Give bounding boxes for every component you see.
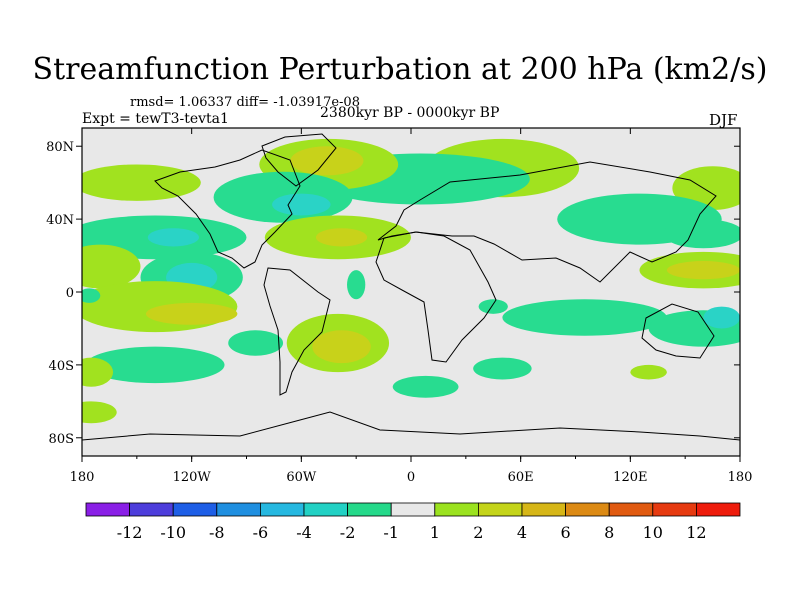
- anomaly-patch-11: [147, 228, 199, 247]
- anomaly-patch-28: [473, 357, 532, 380]
- anomaly-patch-31: [502, 299, 667, 336]
- colorbar-box-1: [129, 502, 174, 517]
- colorbar-box-7: [390, 502, 436, 517]
- lat-label-3: 40S: [49, 359, 74, 374]
- period-label: 2380kyr BP - 0000kyr BP: [320, 105, 500, 121]
- colorbar-label-11: 8: [604, 523, 614, 542]
- lon-label-5: 120E: [613, 470, 647, 485]
- anomaly-patch-32: [648, 310, 740, 347]
- colorbar-box-3: [216, 502, 261, 517]
- colorbar-label-10: 6: [561, 523, 571, 542]
- coast-australia: [641, 303, 715, 359]
- coastlines: [82, 133, 740, 441]
- anomaly-patch-34: [82, 288, 101, 303]
- lat-label-4: 80S: [49, 432, 74, 447]
- lon-axis: 180 120W 60W 0 60E 120E 180: [70, 128, 753, 485]
- lon-label-6: 180: [728, 470, 753, 485]
- anomaly-patch-24: [85, 346, 225, 384]
- anomaly-patch-33: [703, 306, 740, 329]
- experiment-label: Expt = tewT3-tevta1: [82, 111, 229, 127]
- anomaly-patch-29: [347, 270, 366, 300]
- colorbar-box-14: [696, 502, 741, 517]
- coast-antarctica: [82, 411, 740, 441]
- colorbar-box-0: [85, 502, 130, 517]
- colorbar-box-2: [172, 502, 218, 517]
- anomaly-patch-23: [228, 330, 284, 356]
- colorbar-label-1: -10: [160, 523, 186, 542]
- colorbar-label-13: 12: [686, 523, 706, 542]
- colorbar-label-3: -6: [253, 523, 269, 542]
- coast-greenland: [261, 133, 337, 187]
- lat-label-0: 80N: [46, 140, 74, 155]
- colorbar-box-4: [259, 502, 305, 517]
- anomaly-patch-26: [82, 401, 117, 424]
- lon-label-4: 60E: [508, 470, 534, 485]
- anomaly-patch-6: [82, 164, 201, 201]
- colorbar-label-0: -12: [117, 523, 143, 542]
- colorbar-box-5: [303, 502, 348, 517]
- colorbar-box-11: [565, 502, 610, 517]
- colorbar-label-2: -8: [209, 523, 225, 542]
- plot-title: Streamfunction Perturbation at 200 hPa (…: [32, 52, 768, 87]
- anomaly-patch-22: [312, 330, 371, 364]
- colorbar-label-5: -2: [340, 523, 356, 542]
- coast-north-america: [154, 149, 301, 269]
- colorbar-label-4: -4: [296, 523, 312, 542]
- anomaly-patch-18: [666, 261, 740, 280]
- colorbar-box-10: [521, 502, 566, 517]
- colorbar-box-13: [652, 502, 697, 517]
- anomaly-layer: [82, 138, 740, 424]
- colorbar-box-9: [477, 502, 523, 517]
- lat-axis: 80N 40N 0 40S 80S: [46, 140, 740, 447]
- colorbar-label-9: 4: [517, 523, 527, 542]
- anomaly-patch-9: [663, 219, 740, 249]
- colorbar-label-7: 1: [430, 523, 440, 542]
- lat-label-1: 40N: [46, 213, 74, 228]
- colorbar-label-6: -1: [383, 523, 399, 542]
- anomaly-patch-27: [392, 375, 459, 398]
- anomaly-patch-3: [290, 146, 364, 176]
- coast-south-america: [263, 267, 331, 396]
- colorbar-box-12: [608, 502, 654, 517]
- lon-label-3: 0: [407, 470, 415, 485]
- anomaly-patch-13: [315, 228, 368, 247]
- lon-label-0: 180: [70, 470, 95, 485]
- anomaly-patch-5: [272, 193, 331, 216]
- anomaly-patch-25: [82, 357, 114, 387]
- lat-label-2: 0: [66, 286, 74, 301]
- lon-label-1: 120W: [173, 470, 212, 485]
- anomaly-patch-14: [82, 244, 141, 289]
- anomaly-patch-30: [478, 299, 508, 314]
- anomaly-patch-20: [145, 302, 238, 325]
- colorbar-label-8: 2: [473, 523, 483, 542]
- stats-label: rmsd= 1.06337 diff= -1.03917e-08: [130, 95, 360, 110]
- colorbar: -12 -10 -8 -6 -4 -2 -1 1 2 4 6 8 10 12: [85, 502, 741, 542]
- coast-africa: [375, 231, 497, 363]
- colorbar-box-8: [434, 502, 479, 517]
- anomaly-patch-35: [630, 364, 667, 380]
- season-label: DJF: [709, 111, 738, 129]
- colorbar-box-6: [347, 502, 392, 517]
- coast-eurasia: [377, 161, 717, 283]
- colorbar-label-12: 10: [643, 523, 663, 542]
- lon-label-2: 60W: [286, 470, 317, 485]
